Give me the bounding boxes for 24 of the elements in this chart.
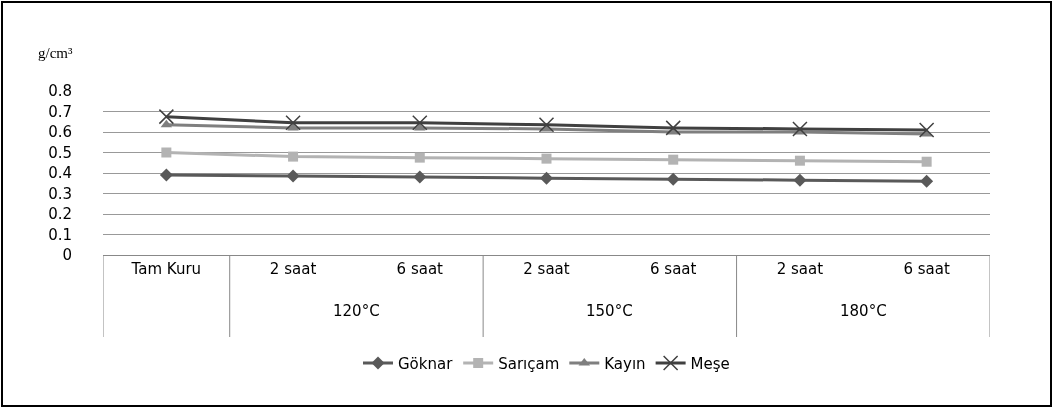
text: 180°C [840, 302, 887, 320]
legend-label: Kayın [604, 354, 646, 373]
y-tick-label: 0.5 [48, 143, 72, 162]
y-tick-label: 0.4 [48, 164, 72, 183]
y-tick-label: 0.8 [48, 82, 72, 101]
y-tick-label: 0.1 [48, 225, 72, 244]
y-tick-label: 0.6 [48, 123, 72, 142]
legend-label: Göknar [398, 354, 454, 373]
y-tick-label: 0.3 [48, 184, 72, 203]
y-tick-label: 0.2 [48, 205, 72, 224]
x-tick-label: 6 saat [903, 260, 950, 278]
y-tick-label: 0.7 [48, 102, 72, 121]
legend-label: Meşe [690, 354, 730, 373]
x-tick-label: 2 saat [269, 260, 317, 278]
x-tick-label: 6 saat [650, 260, 697, 278]
x-tick-label: 2 saat [523, 260, 570, 278]
x-tick-label: 2 saat [776, 260, 824, 278]
text: 120°C [333, 302, 380, 320]
y-tick-label: 0 [62, 246, 72, 265]
legend-label: Sarıçam [498, 354, 560, 373]
x-tick-label: 6 saat [396, 260, 444, 278]
text: 150°C [586, 302, 633, 320]
x-tick-label: Tam Kuru [130, 260, 202, 278]
y-axis-title: g/cm³ [38, 45, 73, 61]
